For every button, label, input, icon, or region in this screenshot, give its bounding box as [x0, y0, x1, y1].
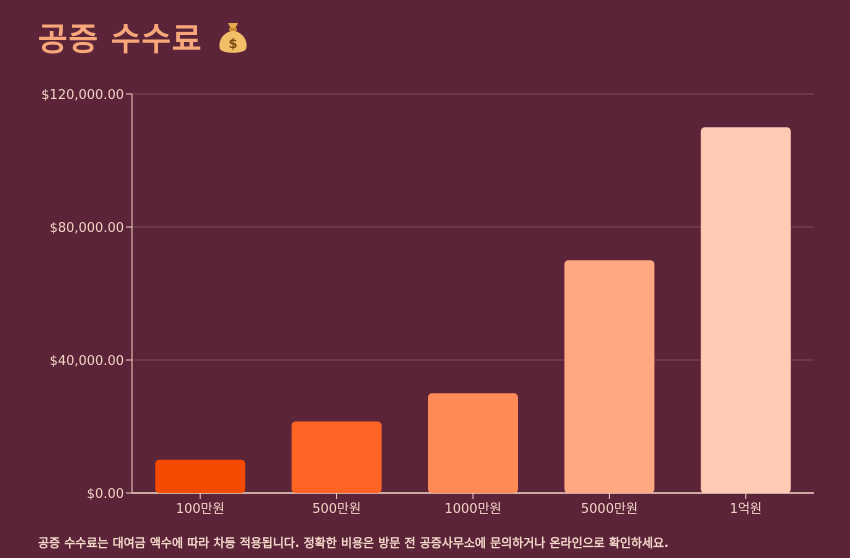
y-tick-label: $40,000.00	[50, 354, 124, 369]
x-tick-label: 500만원	[312, 502, 361, 517]
y-tick-label: $0.00	[87, 487, 124, 502]
x-tick-label: 1000만원	[444, 502, 501, 517]
x-tick-label: 1억원	[730, 502, 762, 517]
chart-title: 공증 수수료	[38, 20, 203, 58]
money-bag-icon: $	[216, 19, 250, 55]
x-tick-label: 5000만원	[581, 502, 638, 517]
y-tick-label: $120,000.00	[41, 88, 124, 103]
y-tick-label: $80,000.00	[50, 221, 124, 236]
svg-text:$: $	[229, 37, 238, 52]
footnote: 공증 수수료는 대여금 액수에 따라 차등 적용됩니다. 정확한 비용은 방문 …	[38, 536, 669, 550]
bar	[564, 260, 655, 493]
bar	[155, 459, 246, 493]
x-tick-label: 100만원	[176, 502, 225, 517]
bar	[291, 421, 382, 493]
bar	[428, 393, 518, 493]
bar	[700, 127, 791, 493]
title-row: 공증 수수료 $	[38, 14, 250, 60]
